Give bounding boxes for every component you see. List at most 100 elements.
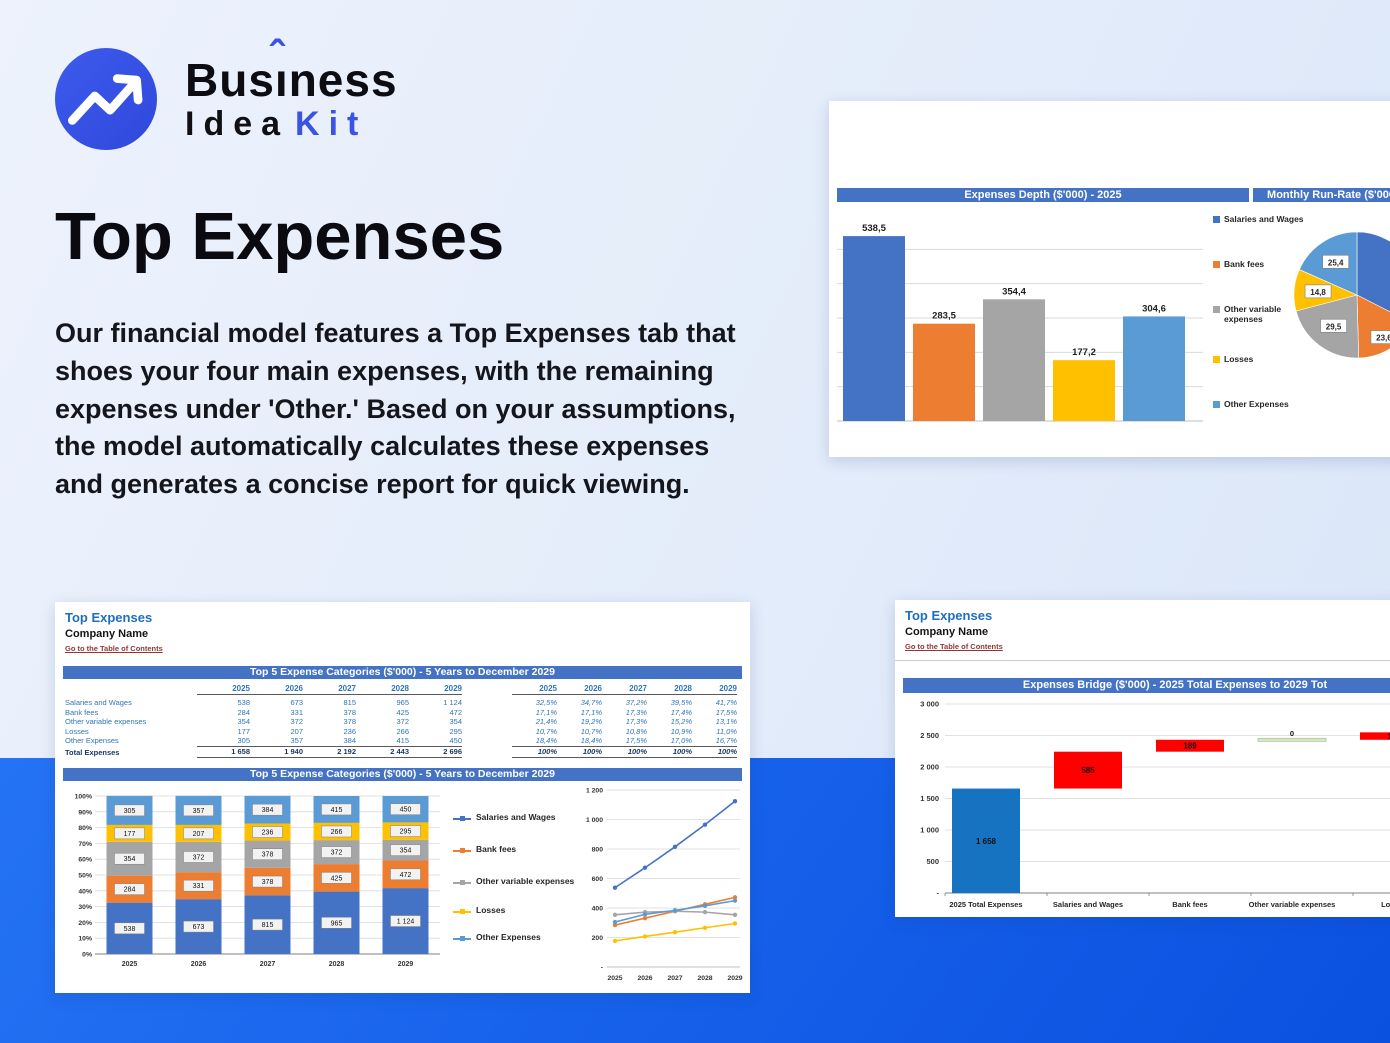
svg-text:2029: 2029 [398, 961, 414, 968]
svg-text:29,5: 29,5 [1326, 322, 1342, 331]
svg-text:304,6: 304,6 [1142, 303, 1166, 314]
svg-text:1 200: 1 200 [586, 788, 603, 795]
logo: Busı ˆ ness Idea Kit [55, 35, 398, 150]
depth-bar-chart: 538,5 283,5 354,4 177,2 304,6 [837, 223, 1203, 422]
logo-caret-accent: ˆ [269, 32, 286, 82]
svg-text:378: 378 [262, 852, 274, 859]
legend-marker-icon [1213, 261, 1220, 268]
svg-text:425: 425 [331, 875, 343, 882]
waterfall-bar-2025 Total Expenses [952, 788, 1020, 893]
waterfall-bar-Losses [1360, 732, 1390, 740]
logo-brand-name: Busı ˆ ness [185, 35, 398, 106]
table-of-contents-link[interactable]: Go to the Table of Contents [65, 644, 163, 653]
bar-Losses [1053, 360, 1115, 421]
table-row: Other Expenses 305 357 384 415 450 18,4% 18,4% 1… [65, 736, 737, 746]
bar-Salaries and Wages [843, 236, 905, 421]
svg-text:-: - [937, 889, 940, 898]
sheet-company-name: Company Name [905, 626, 989, 638]
bar-Other Expenses [1123, 316, 1185, 421]
legend-marker-icon [453, 880, 471, 885]
svg-text:2 500: 2 500 [920, 731, 939, 740]
chart-header-monthly-run-rate: Monthly Run-Rate ($'000 [1253, 188, 1390, 202]
svg-text:0: 0 [1290, 729, 1294, 738]
card-expenses-depth: Expenses Depth ($'000) - 2025 Monthly Ru… [829, 101, 1390, 457]
svg-text:2028: 2028 [329, 961, 345, 968]
svg-text:378: 378 [262, 879, 274, 886]
svg-text:357: 357 [193, 808, 205, 815]
svg-text:236: 236 [262, 830, 274, 837]
legend-marker-icon [453, 909, 471, 914]
legend-marker-icon [1213, 306, 1220, 313]
svg-text:354,4: 354,4 [1002, 286, 1026, 297]
svg-text:450: 450 [400, 807, 412, 814]
legend-label: Other Expenses [1224, 399, 1289, 409]
chart-header-expenses-depth: Expenses Depth ($'000) - 2025 [837, 188, 1249, 202]
legend-item-Other Expenses: Other Expenses [1213, 399, 1289, 410]
legend-label: Losses [1224, 354, 1254, 364]
table-total-row: Total Expenses 1 658 1 940 2 192 2 443 2 696 1… [65, 746, 737, 758]
svg-text:305: 305 [124, 808, 136, 815]
line-series-Salaries and Wages [614, 800, 736, 889]
svg-text:0%: 0% [82, 952, 92, 959]
bar-Other variable expenses [983, 299, 1045, 421]
logo-brand-part1: Bus [185, 54, 275, 106]
waterfall-bar-Other variable expenses [1257, 737, 1327, 742]
svg-text:2026: 2026 [191, 961, 207, 968]
svg-text:600: 600 [592, 876, 604, 883]
svg-text:538,5: 538,5 [862, 223, 886, 234]
legend-item-Other Expenses: Other Expenses [453, 932, 541, 943]
legend-marker-icon [1213, 356, 1220, 363]
svg-text:1 000: 1 000 [920, 826, 939, 835]
table-row: Salaries and Wages 538 673 815 965 1 124 32,5%… [65, 698, 737, 708]
legend-item-Other variable expenses: Other variable expenses [453, 876, 574, 887]
svg-text:20%: 20% [78, 920, 92, 927]
svg-text:14,8: 14,8 [1310, 288, 1326, 297]
svg-text:1 000: 1 000 [586, 817, 603, 824]
legend-item-Salaries and Wages: Salaries and Wages [453, 812, 556, 823]
svg-text:585: 585 [1081, 766, 1095, 775]
legend-item-Losses: Losses [1213, 354, 1254, 365]
sheet-title: Top Expenses [65, 610, 153, 625]
svg-text:331: 331 [193, 883, 205, 890]
legend-marker-icon [453, 816, 471, 821]
run-rate-pie-chart: 23,6 29,5 14,8 25,4 [1293, 231, 1390, 359]
legend-item-Bank fees: Bank fees [453, 844, 516, 855]
svg-text:283,5: 283,5 [932, 311, 956, 322]
svg-text:384: 384 [262, 807, 274, 814]
svg-text:2027: 2027 [260, 961, 276, 968]
table-header-top5: Top 5 Expense Categories ($'000) - 5 Yea… [63, 666, 742, 679]
svg-text:50%: 50% [78, 873, 92, 880]
legend-item-Losses: Losses [453, 905, 505, 916]
logo-text: Busı ˆ ness Idea Kit [185, 35, 398, 143]
legend-label: Bank fees [1224, 259, 1265, 269]
legend-marker-icon [1213, 216, 1220, 223]
chart-header-top5: Top 5 Expense Categories ($'000) - 5 Yea… [63, 768, 742, 781]
page-title: Top Expenses [55, 199, 505, 274]
svg-text:2 000: 2 000 [920, 763, 939, 772]
svg-text:Bank fees: Bank fees [1172, 900, 1207, 909]
svg-text:965: 965 [331, 920, 343, 927]
card-top5-categories: Top Expenses Company Name Go to the Tabl… [55, 602, 750, 993]
depth-chart-legend: Salaries and Wages Bank fees Other variabl… [1213, 209, 1313, 439]
svg-text:207: 207 [193, 831, 205, 838]
svg-text:80%: 80% [78, 825, 92, 832]
pie-slice-Salaries and Wages [1356, 231, 1390, 313]
svg-text:1 124: 1 124 [397, 919, 415, 926]
legend-item-Other variable expenses: Other variable expenses [1213, 304, 1313, 325]
svg-text:1 500: 1 500 [920, 794, 939, 803]
sheet-company-name: Company Name [65, 628, 149, 640]
svg-text:2025 Total Expenses: 2025 Total Expenses [949, 900, 1022, 909]
svg-text:2027: 2027 [667, 975, 682, 982]
logo-kit: Kit [295, 105, 368, 143]
table-of-contents-link[interactable]: Go to the Table of Contents [905, 642, 1003, 651]
waterfall-bar-Salaries and Wages [1054, 751, 1122, 789]
svg-text:60%: 60% [78, 857, 92, 864]
svg-text:295: 295 [400, 829, 412, 836]
table-row: Losses 177 207 236 266 295 10,7% 10,7% 10,8% 10,9… [65, 726, 737, 736]
legend-label: Salaries and Wages [1224, 214, 1304, 224]
svg-text:Other variable expenses: Other variable expenses [1249, 900, 1336, 909]
svg-text:800: 800 [592, 847, 604, 854]
legend-item-Salaries and Wages: Salaries and Wages [1213, 214, 1304, 225]
svg-text:70%: 70% [78, 841, 92, 848]
